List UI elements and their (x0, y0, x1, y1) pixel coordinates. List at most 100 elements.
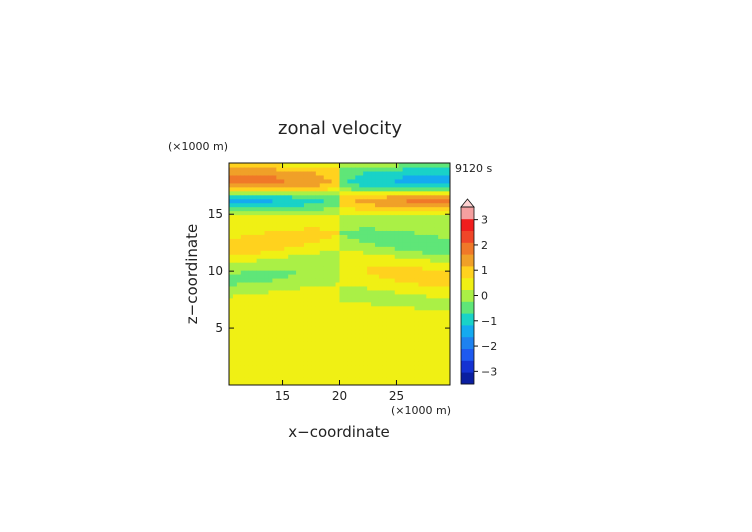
heatmap-cell (418, 178, 423, 184)
heatmap-cell (303, 254, 309, 259)
heatmap-cell (394, 214, 400, 220)
heatmap-cell (442, 321, 447, 327)
heatmap-cell (394, 301, 400, 307)
heatmap-cell (319, 266, 325, 271)
heatmap-cell (382, 293, 388, 299)
heatmap-cell (394, 373, 400, 378)
heatmap-cell (268, 262, 274, 267)
heatmap-cell (276, 166, 281, 172)
heatmap-cell (434, 377, 439, 382)
heatmap-cell (355, 218, 360, 224)
heatmap-cell (272, 202, 277, 208)
heatmap-cell (422, 194, 427, 200)
heatmap-cell (229, 297, 234, 303)
heatmap-cell (315, 262, 321, 267)
heatmap-cell (347, 289, 352, 295)
heatmap-cell (236, 293, 242, 299)
heatmap-cell (252, 166, 258, 172)
heatmap-cell (375, 301, 380, 307)
heatmap-cell (331, 234, 337, 239)
heatmap-cell (367, 226, 372, 231)
heatmap-cell (296, 321, 301, 327)
heatmap-cell (406, 309, 412, 315)
heatmap-cell (378, 210, 384, 216)
heatmap-cell (371, 373, 376, 378)
heatmap-cell (426, 226, 431, 231)
heatmap-cell (260, 246, 266, 251)
heatmap-cell (315, 206, 321, 212)
heatmap-cell (327, 270, 333, 275)
heatmap-cell (434, 194, 439, 200)
heatmap-cell (359, 309, 364, 315)
heatmap-cell (394, 313, 400, 319)
heatmap-cell (272, 337, 277, 342)
x-axis: 15 20 25 (275, 163, 404, 403)
heatmap-cell (386, 210, 392, 216)
heatmap-cell (300, 345, 305, 350)
heatmap-cell (240, 329, 246, 335)
heatmap-cell (434, 341, 439, 346)
heatmap-cell (355, 325, 360, 331)
heatmap-cell (300, 178, 305, 184)
heatmap-cell (232, 222, 238, 228)
heatmap-cell (252, 222, 258, 228)
heatmap-cell (343, 194, 348, 200)
heatmap-cell (406, 305, 412, 311)
heatmap-cell (355, 202, 360, 208)
heatmap-cell (315, 250, 321, 255)
heatmap-cell (303, 210, 309, 216)
heatmap-cell (339, 349, 345, 354)
heatmap-cell (414, 357, 420, 362)
heatmap-cell (438, 353, 443, 358)
heatmap-cell (300, 230, 305, 235)
heatmap-cell (378, 329, 384, 335)
heatmap-cell (402, 369, 408, 374)
heatmap-cell (288, 373, 293, 378)
heatmap-cell (284, 349, 289, 354)
heatmap-cell (296, 254, 301, 259)
heatmap-cell (363, 190, 368, 196)
heatmap-cell (359, 230, 364, 235)
heatmap-cell (252, 226, 258, 231)
heatmap-cell (414, 309, 420, 315)
heatmap-cell (446, 266, 450, 271)
heatmap-cell (434, 242, 439, 247)
heatmap-cell (276, 254, 281, 259)
heatmap-cell (434, 293, 439, 299)
heatmap-cell (406, 178, 412, 184)
heatmap-cell (422, 305, 427, 311)
heatmap-cell (244, 321, 250, 327)
heatmap-cell (319, 163, 325, 168)
heatmap-cell (229, 361, 234, 366)
heatmap-cell (244, 345, 250, 350)
heatmap-cell (418, 202, 423, 208)
heatmap-cell (252, 341, 258, 346)
heatmap-cell (252, 206, 258, 212)
heatmap-cell (375, 309, 380, 315)
heatmap-cell (264, 281, 270, 287)
heatmap-cell (378, 274, 384, 279)
heatmap-cell (371, 266, 376, 271)
heatmap-cell (248, 305, 254, 311)
heatmap-cell (232, 309, 238, 315)
heatmap-cell (307, 210, 313, 216)
heatmap-cell (359, 163, 364, 168)
heatmap-cell (430, 317, 435, 323)
heatmap-cell (363, 214, 368, 220)
heatmap-cell (252, 381, 258, 385)
heatmap-cell (375, 262, 380, 267)
heatmap-cell (284, 293, 289, 299)
heatmap-cell (300, 333, 305, 339)
heatmap-cell (264, 321, 270, 327)
heatmap-cell (375, 345, 380, 350)
heatmap-cell (315, 194, 321, 200)
heatmap-cell (327, 357, 333, 362)
heatmap-cell (323, 309, 329, 315)
heatmap-cell (418, 250, 423, 255)
heatmap-cell (406, 321, 412, 327)
heatmap-cell (426, 270, 431, 275)
heatmap-cell (422, 285, 427, 291)
heatmap-cell (315, 353, 321, 358)
heatmap-cell (248, 281, 254, 287)
heatmap-cell (292, 254, 297, 259)
